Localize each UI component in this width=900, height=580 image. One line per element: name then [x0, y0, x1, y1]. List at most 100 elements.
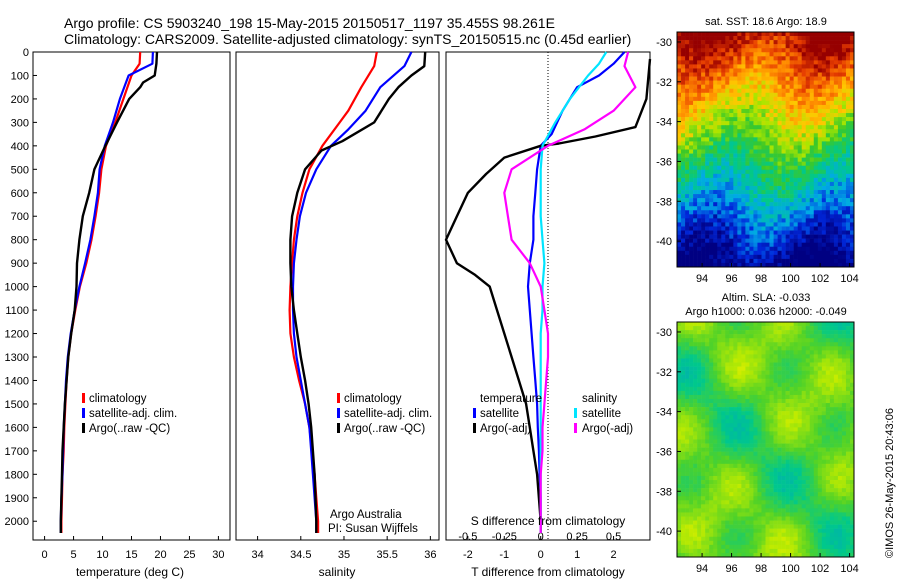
- map-cell: [849, 149, 855, 154]
- map-cell: [681, 334, 686, 339]
- map-cell: [713, 254, 718, 260]
- map-cell: [813, 206, 819, 211]
- map-cell: [745, 435, 750, 440]
- map-cell: [769, 439, 774, 444]
- map-cell: [841, 96, 847, 102]
- map-cell: [781, 338, 786, 343]
- map-cell: [765, 44, 770, 49]
- map-cell: [785, 459, 790, 465]
- map-cell: [733, 512, 738, 517]
- map-cell: [681, 108, 686, 114]
- map-cell: [773, 165, 778, 171]
- map-cell: [801, 157, 807, 162]
- map-cell: [813, 246, 819, 252]
- map-cell: [845, 471, 851, 477]
- map-cell: [689, 210, 694, 215]
- map-cell: [833, 108, 839, 114]
- map-cell: [809, 520, 815, 525]
- map-cell: [689, 516, 694, 521]
- map-cell: [693, 382, 698, 388]
- map-cell: [817, 52, 823, 57]
- map-cell: [737, 161, 742, 167]
- map-cell: [809, 125, 815, 130]
- map-cell: [733, 484, 738, 489]
- map-cell: [677, 262, 682, 268]
- map-cell: [697, 455, 702, 461]
- map-cell: [845, 342, 851, 347]
- map-cell: [685, 185, 690, 191]
- map-cell: [745, 246, 750, 252]
- map-cell: [685, 238, 690, 243]
- depth-tick-label: 500: [11, 164, 29, 176]
- map-cell: [677, 169, 682, 175]
- map-cell: [817, 206, 823, 211]
- map-cell: [801, 177, 807, 183]
- map-cell: [769, 161, 774, 167]
- map-cell: [745, 528, 750, 533]
- map-cell: [777, 246, 782, 252]
- map-cell: [793, 447, 798, 452]
- map-cell: [741, 362, 746, 367]
- map-cell: [677, 254, 682, 260]
- map-cell: [837, 330, 843, 335]
- map-cell: [757, 230, 762, 235]
- map-cell: [789, 198, 794, 203]
- map-cell: [785, 322, 790, 327]
- map-cell: [733, 177, 738, 183]
- map-cell: [721, 326, 726, 331]
- map-cell: [713, 362, 718, 367]
- map-cell: [745, 467, 750, 473]
- map-cell: [709, 88, 714, 94]
- map-cell: [833, 210, 839, 215]
- map-cell: [813, 463, 819, 469]
- map-cell: [677, 68, 682, 73]
- map-cell: [773, 88, 778, 94]
- map-cell: [821, 262, 827, 268]
- map-cell: [813, 508, 819, 513]
- map-cell: [809, 36, 815, 41]
- map-cell: [825, 330, 831, 335]
- map-cell: [793, 463, 798, 469]
- map-cell: [829, 129, 835, 134]
- map-cell: [717, 104, 722, 110]
- map-cell: [689, 362, 694, 367]
- map-cell: [733, 500, 738, 505]
- map-cell: [745, 181, 750, 187]
- map-cell: [845, 431, 851, 436]
- map-cell: [693, 439, 698, 444]
- map-cell: [713, 113, 718, 118]
- map-cell: [781, 480, 786, 485]
- sst-map-panel: sat. SST: 18.6 Argo: 18.9 94 96 98 100 102 10…: [656, 16, 859, 285]
- map-cell: [685, 222, 690, 227]
- map-cell: [809, 84, 815, 90]
- map-cell: [737, 431, 742, 436]
- map-cell: [757, 354, 762, 359]
- map-cell: [833, 44, 839, 49]
- map-cell: [825, 40, 831, 45]
- map-cell: [837, 431, 843, 436]
- map-cell: [713, 226, 718, 231]
- map-cell: [685, 390, 690, 396]
- map-cell: [801, 60, 807, 65]
- map-cell: [729, 32, 734, 37]
- map-cell: [797, 185, 802, 191]
- map-cell: [677, 202, 682, 207]
- map-cell: [813, 431, 819, 436]
- map-cell: [793, 427, 798, 432]
- map-cell: [801, 322, 807, 327]
- map-cell: [741, 431, 746, 436]
- map-cell: [721, 411, 726, 416]
- map-cell: [753, 190, 758, 195]
- difference-legend: temperature salinity satellite Argo(-adj…: [473, 393, 633, 435]
- map-cell: [849, 258, 855, 264]
- map-cell: [709, 471, 714, 477]
- map-cell: [837, 471, 843, 477]
- map-cell: [769, 354, 774, 359]
- map-cell: [813, 447, 819, 452]
- map-cell: [813, 100, 819, 106]
- map-cell: [677, 32, 682, 37]
- map-cell: [685, 423, 690, 428]
- map-cell: [757, 435, 762, 440]
- map-cell: [789, 378, 794, 384]
- map-cell: [705, 451, 710, 457]
